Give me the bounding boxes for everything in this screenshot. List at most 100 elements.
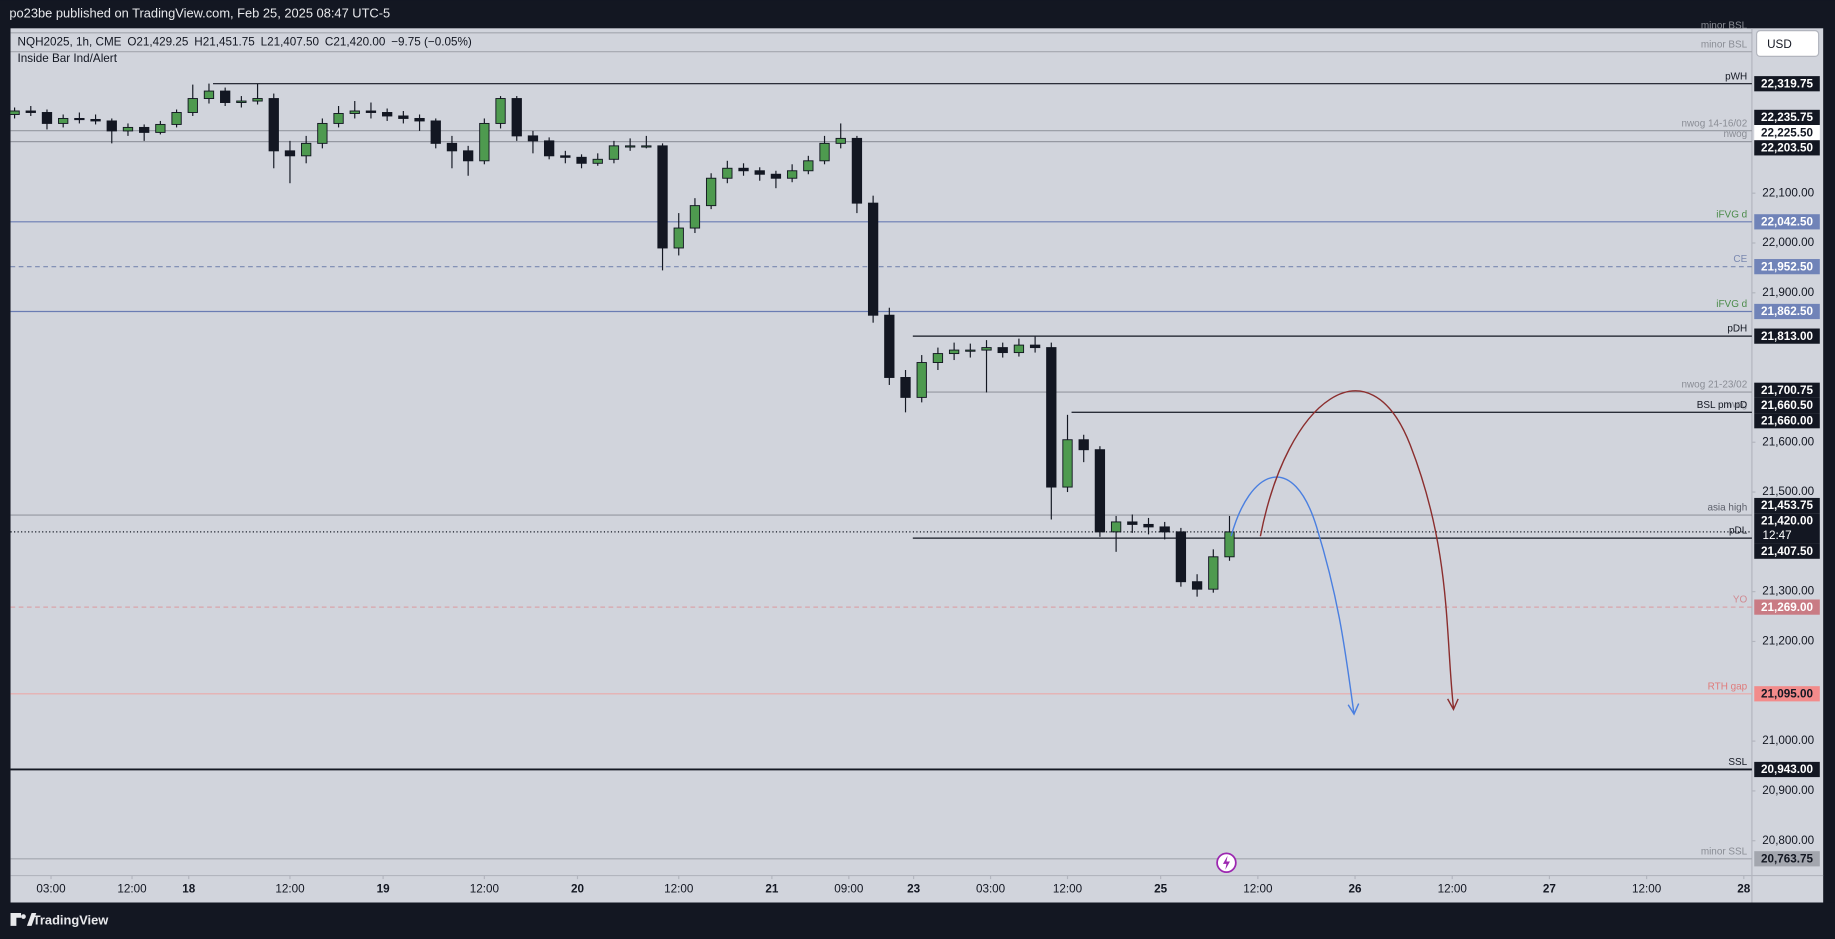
candle-body: [41, 112, 53, 124]
y-tick-label: 21,000.00: [1762, 734, 1814, 747]
legend: NQH2025, 1h, CME O21,429.25 H21,451.75 L21,…: [18, 35, 472, 48]
price-box-label: 21,952.50: [1761, 260, 1813, 273]
x-tick-label: 12:00: [1053, 883, 1083, 896]
candle-body: [414, 117, 425, 122]
candle-body: [527, 135, 539, 142]
candle-body: [1159, 526, 1170, 533]
candle-body: [884, 314, 895, 378]
candle-body: [1062, 439, 1073, 488]
y-tick-label: 22,000.00: [1762, 236, 1814, 249]
candle-body: [317, 122, 328, 144]
candle-body: [981, 347, 992, 351]
brand-name: TradingView: [33, 913, 110, 928]
candle-body: [268, 98, 279, 152]
candle-body: [90, 118, 101, 122]
y-tick-label: 20,800.00: [1762, 834, 1814, 847]
candle-body: [835, 137, 846, 144]
x-tick-label: 12:00: [470, 883, 500, 896]
candle-body: [722, 167, 733, 179]
candle-body: [187, 98, 198, 113]
candle-body: [1094, 449, 1106, 533]
price-box-label: 20,943.00: [1761, 763, 1813, 776]
candle-body: [608, 145, 620, 160]
arrow-head: [1347, 703, 1360, 716]
candle-body: [738, 167, 749, 172]
candle-body: [819, 142, 830, 162]
candle-body: [463, 150, 474, 162]
price-box-label: 21,407.50: [1761, 545, 1813, 558]
candle-body: [398, 115, 409, 119]
price-box: [1754, 382, 1820, 398]
y-tick-label: 21,900.00: [1762, 286, 1814, 299]
candle-body: [382, 112, 393, 117]
price-box: [1754, 140, 1820, 156]
arrow-head: [1447, 698, 1459, 711]
right-frame: [1823, 28, 1835, 903]
level-label: asia high: [1707, 503, 1747, 514]
candle-body: [1208, 556, 1219, 590]
currency-button[interactable]: [1756, 30, 1820, 57]
level-label: SSL: [1728, 757, 1747, 768]
x-tick-label: 12:00: [1438, 883, 1468, 896]
level-label: CE: [1733, 254, 1747, 265]
candle-body: [1127, 521, 1138, 525]
x-tick-label: 12:00: [664, 883, 694, 896]
candle-body: [592, 158, 603, 164]
candle-body: [1013, 344, 1025, 354]
candle-body: [446, 142, 458, 152]
price-box: [1754, 497, 1820, 514]
level-label: nwog 21-23/02: [1681, 380, 1747, 391]
candle-body: [965, 349, 976, 352]
candle-body: [754, 170, 765, 175]
price-box-label: 21,700.75: [1761, 384, 1813, 397]
x-tick-label: 25: [1154, 883, 1168, 896]
x-tick-label: 12:00: [1243, 883, 1273, 896]
level-label: iFVG d: [1716, 299, 1747, 310]
candle-body: [1046, 347, 1057, 488]
price-box-label: 22,235.75: [1761, 111, 1813, 124]
candle-body: [171, 112, 182, 125]
x-tick-label: 18: [182, 883, 196, 896]
level-label: minor BSL: [1701, 20, 1748, 31]
ohlc-change: −9.75 (−0.05%): [391, 35, 472, 48]
countdown: 12:47: [1762, 529, 1791, 542]
candle-body: [867, 202, 879, 316]
candle-body: [25, 110, 36, 113]
candle-body: [430, 120, 441, 144]
level-label: nwog 14-16/02: [1681, 118, 1747, 129]
candle-body: [900, 377, 911, 398]
price-box: [1754, 686, 1820, 702]
price-box: [1754, 543, 1820, 559]
plot-area: [9, 32, 1752, 860]
price-box: [1754, 109, 1820, 126]
y-tick-label: 21,300.00: [1762, 585, 1814, 598]
chart-panel: [10, 28, 1824, 903]
candle-body: [511, 98, 522, 137]
x-tick-label: 03:00: [36, 883, 66, 896]
candle-body: [624, 145, 636, 148]
candle-body: [106, 120, 117, 132]
brand-logo: [10, 913, 37, 926]
ohlc-close: C21,420.00: [325, 35, 386, 48]
candle-body: [365, 110, 377, 113]
candle-body: [641, 145, 652, 148]
ohlc-low: L21,407.50: [261, 35, 320, 48]
y-tick-label: 20,900.00: [1762, 784, 1814, 797]
candle-body: [349, 110, 360, 114]
candle-body: [9, 110, 20, 115]
price-box-label: 22,042.50: [1761, 215, 1813, 228]
x-tick-label: 20: [571, 883, 585, 896]
level-label: minor BSL: [1701, 39, 1748, 50]
price-box: [1754, 303, 1820, 320]
ohlc-open: O21,429.25: [127, 35, 189, 48]
x-tick-label: 12:00: [275, 883, 305, 896]
level-label: pDL: [1729, 526, 1748, 537]
candle-body: [122, 126, 134, 132]
candle-body: [932, 353, 944, 364]
x-tick-label: 09:00: [834, 883, 864, 896]
candle-body: [236, 100, 247, 103]
price-box: [1754, 413, 1820, 429]
level-label: BSL pm pD: [1697, 400, 1747, 411]
